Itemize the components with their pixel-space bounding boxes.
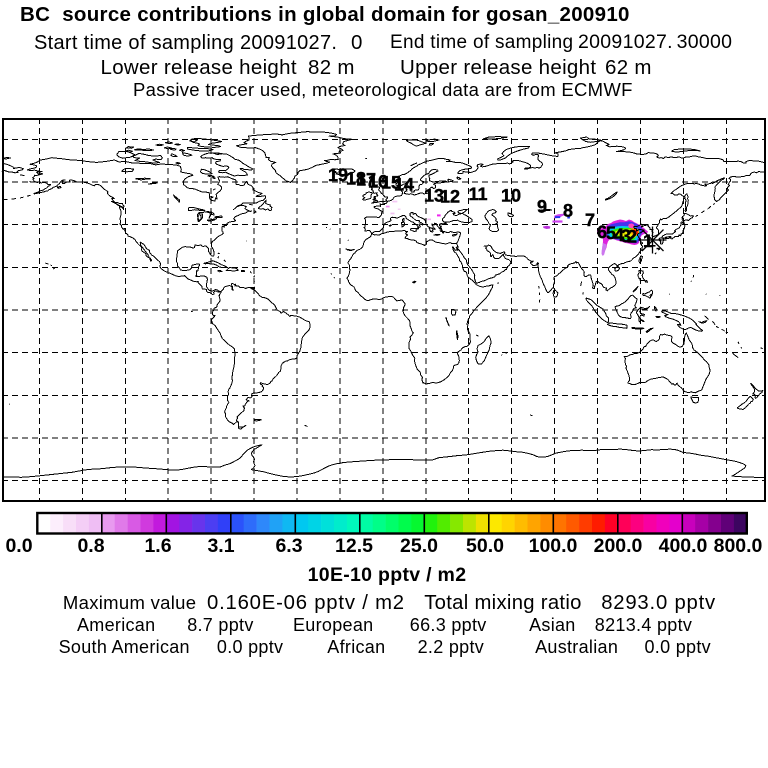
svg-text:16: 16: [368, 172, 388, 192]
svg-text:4: 4: [614, 225, 624, 245]
svg-text:5: 5: [606, 223, 616, 243]
svg-text:6: 6: [597, 222, 607, 242]
svg-text:3: 3: [621, 226, 631, 246]
svg-text:8: 8: [563, 201, 573, 221]
svg-text:1: 1: [643, 231, 653, 251]
svg-text:11: 11: [468, 184, 487, 204]
svg-text:19: 19: [328, 165, 348, 185]
svg-text:18: 18: [346, 169, 366, 189]
svg-text:15: 15: [381, 173, 401, 193]
svg-text:7: 7: [585, 210, 595, 230]
svg-text:10: 10: [501, 186, 521, 206]
svg-text:14: 14: [394, 175, 414, 195]
svg-text:12: 12: [440, 187, 460, 207]
svg-text:9: 9: [537, 197, 547, 217]
svg-text:17: 17: [356, 170, 376, 190]
svg-text:2: 2: [627, 227, 637, 247]
svg-text:13: 13: [424, 186, 444, 206]
